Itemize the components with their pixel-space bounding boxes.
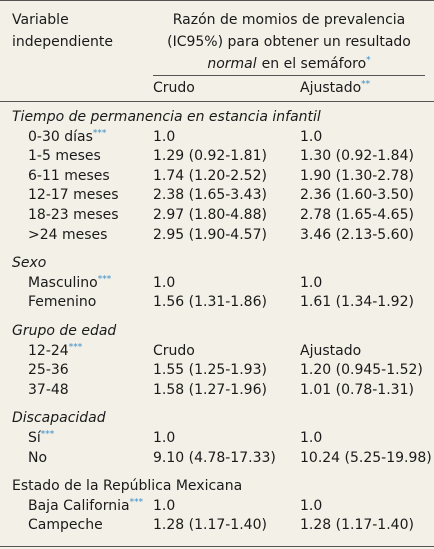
row-label: >24 meses xyxy=(28,225,107,245)
footnote-mark: *** xyxy=(97,274,112,285)
cell-ajustado: 1.0 xyxy=(300,274,323,291)
column-label: Crudo xyxy=(153,80,195,96)
cell-ajustado: 1.90 (1.30-2.78) xyxy=(300,167,414,184)
cell-crudo: 1.29 (0.92-1.81) xyxy=(153,148,267,165)
cell-ajustado: 2.78 (1.65-4.65) xyxy=(300,207,414,223)
cell-crudo: 1.74 (1.20-2.52) xyxy=(153,167,267,184)
cell-ajustado: 1.28 (1.17-1.40) xyxy=(300,517,414,534)
cell-ajustado: 1.0 xyxy=(300,430,323,446)
cell-ajustado: 1.20 (0.945-1.52) xyxy=(300,362,423,379)
column-header: normal en el semáforo* xyxy=(153,54,425,74)
section-title: Grupo de edad xyxy=(12,323,117,339)
label-text: 12-24 xyxy=(28,342,69,359)
column-header: Razón de momios de prevalencia xyxy=(172,12,406,28)
footnote-mark: ** xyxy=(361,79,371,90)
cell-crudo: 2.38 (1.65-3.43) xyxy=(153,187,267,204)
footnote-mark: *** xyxy=(129,497,144,508)
row-label: Femenino xyxy=(28,292,96,312)
cell-crudo: 1.0 xyxy=(153,274,176,291)
column-header: Ajustado** xyxy=(300,78,370,98)
label-text: 25-36 xyxy=(28,362,69,379)
cell-ajustado: 1.30 (0.92-1.84) xyxy=(300,148,414,165)
row-label: Masculino*** xyxy=(28,273,111,293)
label-text: Femenino xyxy=(28,294,97,311)
cell-ajustado: 1.0 xyxy=(300,497,323,514)
label-text: Baja California xyxy=(28,497,130,514)
cell-ajustado: 2.36 (1.60-3.50) xyxy=(300,187,414,204)
label-text: 18-23 meses xyxy=(28,207,119,223)
section-title: Sexo xyxy=(12,255,47,272)
cell-ajustado: 1.0 xyxy=(300,128,323,145)
cell-crudo: Crudo xyxy=(153,342,195,359)
cell-crudo: 2.97 (1.80-4.88) xyxy=(153,207,267,223)
label-text: 6-11 meses xyxy=(28,167,110,184)
rule xyxy=(0,0,434,1)
section-title: Discapacidad xyxy=(12,410,106,427)
label-text: Masculino xyxy=(28,274,98,291)
cell-crudo: 1.56 (1.31-1.86) xyxy=(153,294,267,311)
label-text: >24 meses xyxy=(28,226,108,243)
footnote-mark: *** xyxy=(40,429,55,440)
cell-crudo: 1.28 (1.17-1.40) xyxy=(153,517,267,534)
cell-crudo: 1.0 xyxy=(153,497,176,514)
row-label: 12-24*** xyxy=(28,341,82,361)
row-label: 0-30 días*** xyxy=(28,127,106,147)
header-italic: normal xyxy=(207,56,257,72)
cell-crudo: 1.58 (1.27-1.96) xyxy=(153,381,267,398)
rule xyxy=(0,101,434,102)
label-text: 0-30 días xyxy=(28,128,93,145)
cell-crudo: 2.95 (1.90-4.57) xyxy=(153,226,267,243)
column-header: (IC95%) para obtener un resultado xyxy=(167,34,411,50)
column-header: independiente xyxy=(12,34,114,50)
section-title: Estado de la República Mexicana xyxy=(12,478,243,495)
footnote-mark: *** xyxy=(92,127,107,138)
row-label: 1-5 meses xyxy=(28,146,101,166)
cell-ajustado: 3.46 (2.13-5.60) xyxy=(300,226,414,243)
column-label: Ajustado xyxy=(300,80,362,96)
cell-crudo: 1.0 xyxy=(153,430,176,446)
row-label: 12-17 meses xyxy=(28,185,119,205)
rule xyxy=(153,75,425,76)
cell-ajustado: 1.01 (0.78-1.31) xyxy=(300,381,414,398)
header-text: en el semáforo xyxy=(261,56,367,72)
row-label: Baja California*** xyxy=(28,496,143,516)
cell-ajustado: 1.61 (1.34-1.92) xyxy=(300,294,414,311)
row-label: Campeche xyxy=(28,515,103,535)
rule xyxy=(0,546,434,547)
label-text: Sí xyxy=(28,430,41,446)
column-header: Variable xyxy=(12,12,69,28)
label-text: 12-17 meses xyxy=(28,187,119,204)
row-label: 25-36 xyxy=(28,360,69,380)
cell-crudo: 1.55 (1.25-1.93) xyxy=(153,362,267,379)
footnote-mark: * xyxy=(366,55,371,66)
label-text: No xyxy=(28,449,48,466)
column-header: Crudo xyxy=(153,78,195,98)
row-label: No xyxy=(28,448,47,468)
cell-crudo: 9.10 (4.78-17.33) xyxy=(153,449,276,466)
cell-ajustado: 10.24 (5.25-19.98) xyxy=(300,449,432,466)
row-label: 37-48 xyxy=(28,380,69,400)
row-label: Sí*** xyxy=(28,428,54,448)
cell-ajustado: Ajustado xyxy=(300,342,362,359)
label-text: 37-48 xyxy=(28,381,69,398)
label-text: 1-5 meses xyxy=(28,148,101,165)
section-title: Tiempo de permanencia en estancia infant… xyxy=(12,109,321,125)
label-text: Campeche xyxy=(28,517,103,534)
footnote-mark: *** xyxy=(68,341,83,352)
cell-crudo: 1.0 xyxy=(153,128,176,145)
row-label: 18-23 meses xyxy=(28,205,119,225)
row-label: 6-11 meses xyxy=(28,166,110,186)
